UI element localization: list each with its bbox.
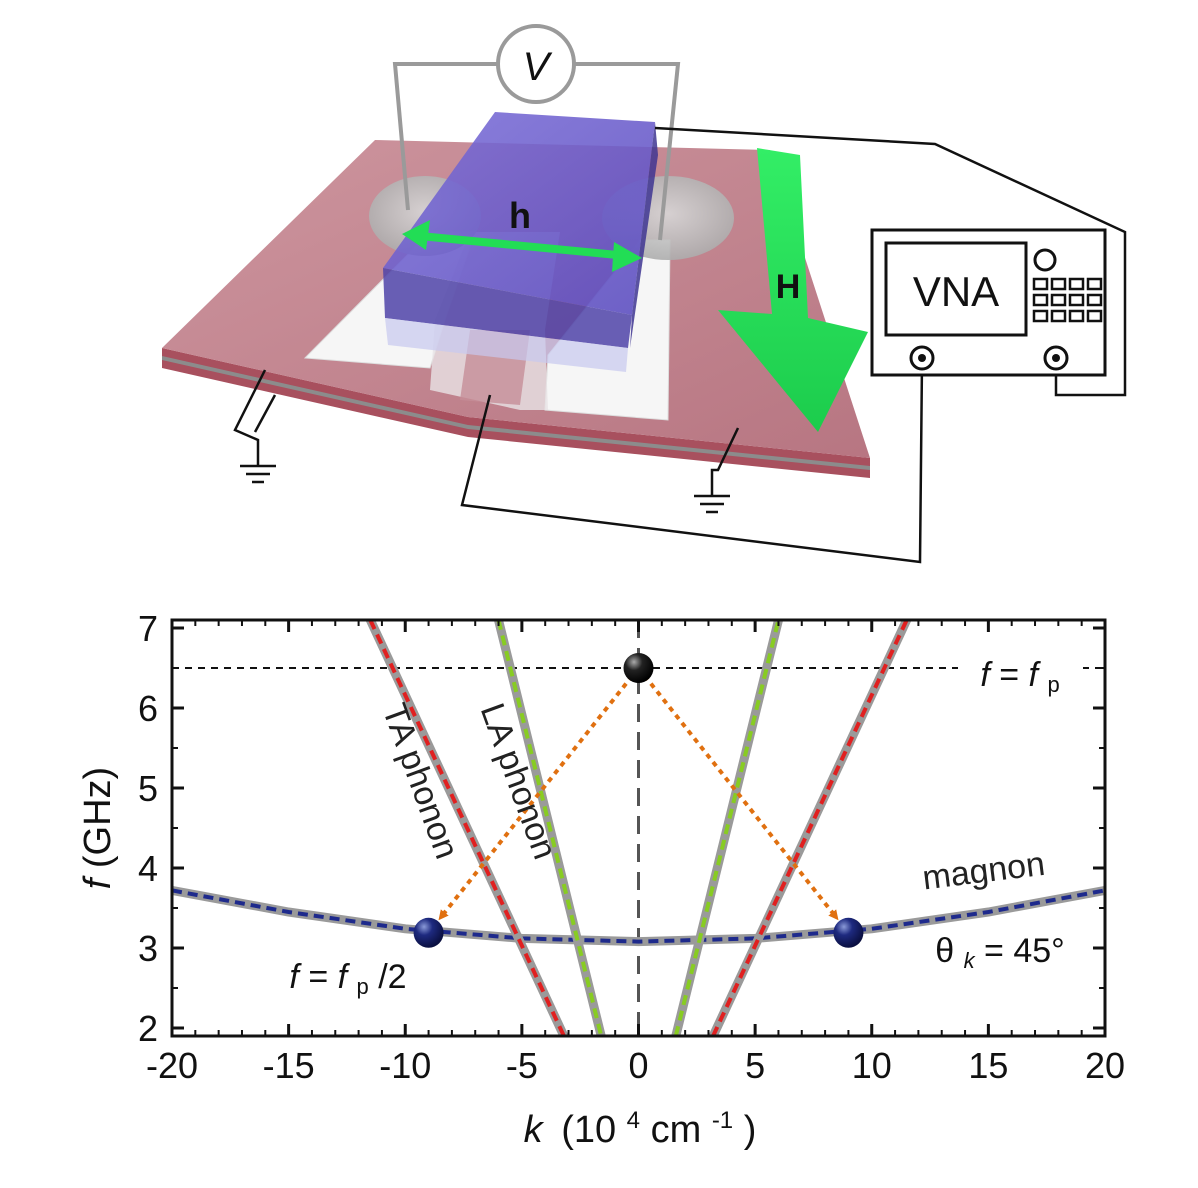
scattering-arrows (438, 666, 839, 921)
y-tick-label: 7 (138, 608, 158, 649)
x-tick-label: 0 (628, 1045, 648, 1086)
svg-text:f = f p: f = f p (980, 656, 1059, 697)
x-tick-label: -10 (379, 1045, 431, 1086)
plot-markers (413, 653, 864, 948)
half-rhs-sub: p (357, 974, 369, 999)
la-phonon-curve-dash-4 (673, 620, 781, 1036)
y-tick-label: 2 (138, 1008, 158, 1049)
y-axis-var: f (77, 875, 119, 889)
plot-lines (172, 620, 1105, 1036)
y-axis-title: f (GHz) (77, 767, 119, 889)
x-axis-var: k (524, 1109, 545, 1151)
scattering-arrow-1 (636, 666, 839, 921)
device-schematic: V h H VNA (162, 24, 1127, 564)
x-axis-exp2: -1 (712, 1107, 733, 1134)
magnetic-block (383, 112, 658, 372)
ground-symbol-right (694, 427, 740, 514)
voltmeter: V (496, 24, 576, 104)
y-tick-label: 3 (138, 928, 158, 969)
pump-f-var: f (980, 656, 993, 694)
left-marker (413, 917, 444, 948)
la-phonon-curve-dash-3 (496, 620, 604, 1036)
x-tick-label: -15 (263, 1045, 315, 1086)
x-axis-unit-post: ) (744, 1109, 757, 1151)
vna-label: VNA (913, 268, 999, 315)
axis-ticks: -20 -15 -10 -5 0 5 10 15 20 2 3 4 5 6 7 (138, 608, 1125, 1086)
ground-symbol-left (233, 369, 277, 484)
y-tick-label: 4 (138, 848, 158, 889)
x-tick-label: 20 (1085, 1045, 1125, 1086)
ta-phonon-curve-dash-1 (368, 620, 566, 1036)
pump-rhs-var: f (1029, 656, 1042, 694)
y-tick-label: 6 (138, 688, 158, 729)
rf-field-label: h (509, 195, 531, 236)
magnon-curve-dash-0 (172, 888, 1105, 944)
ta-phonon-label: TA phonon (375, 699, 466, 864)
half-eq: = (308, 958, 337, 996)
scattering-arrow-0 (438, 666, 641, 921)
pump-frequency-annotation: f = f p (958, 652, 1083, 697)
x-tick-label: -20 (146, 1045, 198, 1086)
x-tick-label: 5 (745, 1045, 765, 1086)
rf-field-arrow: h (402, 195, 642, 272)
x-axis-title: k (10 4 cm -1 ) (524, 1095, 757, 1151)
voltmeter-wires (392, 62, 681, 241)
voltmeter-label: V (523, 45, 553, 89)
dispersion-chart: -20 -15 -10 -5 0 5 10 15 20 2 3 4 5 6 7 k (10 4 cm -1 … (77, 608, 1125, 1151)
half-frequency-annotation: f = f p /2 (289, 958, 406, 1002)
x-axis-unit-mid: cm (651, 1109, 702, 1151)
angle-sub: k (964, 948, 976, 973)
half-rhs-tail: /2 (378, 958, 406, 996)
right-marker (833, 917, 864, 948)
x-axis-unit-pre: (10 (561, 1109, 616, 1151)
angle-symbol: θ (935, 932, 954, 970)
x-axis-exp1: 4 (627, 1107, 640, 1134)
x-tick-label: -5 (506, 1045, 538, 1086)
angle-annotation: θ k = 45° (935, 932, 1065, 976)
angle-value: = 45° (984, 932, 1065, 970)
half-f-var: f (289, 958, 302, 996)
pump-marker (623, 653, 654, 683)
x-tick-label: 15 (968, 1045, 1008, 1086)
vna-wires (460, 126, 1127, 564)
vna-keypad (1032, 277, 1103, 323)
pump-rhs-sub: p (1047, 672, 1059, 697)
y-tick-label: 5 (138, 768, 158, 809)
y-axis-unit: (GHz) (77, 767, 119, 868)
half-rhs-var: f (338, 958, 351, 996)
ta-phonon-curve-dash-2 (711, 620, 909, 1036)
x-tick-label: 10 (852, 1045, 892, 1086)
vna-port-1 (909, 345, 935, 371)
vna-instrument: VNA (870, 228, 1107, 377)
pump-eq: = (999, 656, 1028, 694)
vna-port-2 (1043, 345, 1069, 371)
magnon-label: magnon (920, 845, 1047, 898)
bias-field-label: H (776, 268, 801, 306)
bias-field-arrow: H (718, 148, 868, 432)
